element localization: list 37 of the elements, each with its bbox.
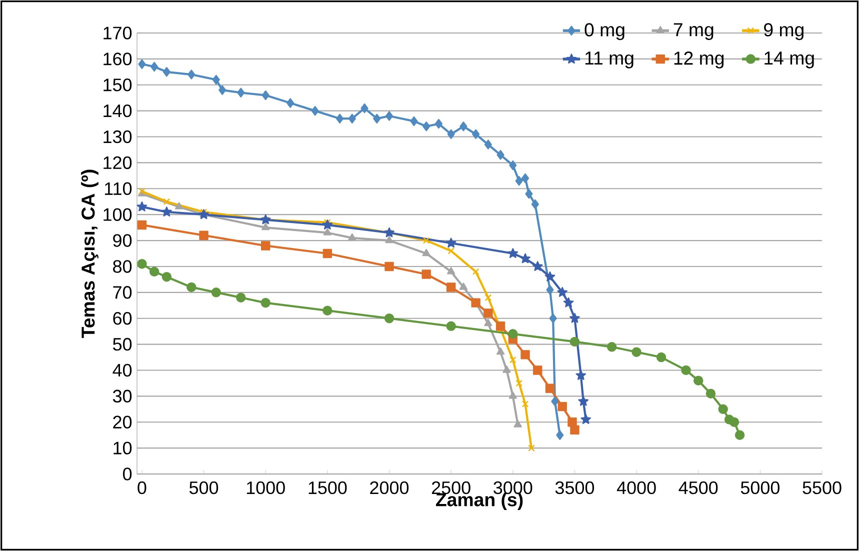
x-tick-label: 3000 [494,481,532,494]
y-tick-label: 30 [112,390,132,403]
y-tick-label: 80 [113,260,132,273]
y-tick-label: 0 [122,468,132,480]
y-tick-label: 10 [114,442,132,454]
legend-label: 14 mg [764,52,814,68]
y-tick-label: 100 [104,208,132,221]
legend-label: 12 mg [674,52,724,68]
x-tick-label: 4500 [678,481,718,494]
x-tick-label: 3500 [555,481,594,494]
y-tick-label: 150 [104,78,132,92]
y-tick-label: 90 [113,234,132,247]
x-tick-label: 1000 [246,481,285,494]
legend-label: 11 mg [585,52,634,68]
y-tick-label: 70 [113,286,132,299]
legend-label: 9 mg [764,23,804,40]
x-tick-label: 5000 [740,481,780,494]
y-tick-label: 40 [112,364,132,377]
x-tick-label: 5500 [802,481,842,494]
legend-label: 0 mg [584,23,624,40]
x-tick-label: 2500 [432,481,470,494]
y-tick-label: 20 [113,416,132,428]
legend-label: 7 mg [674,23,714,40]
y-axis-title: Temas Açısı, CA (º) [81,170,98,338]
y-tick-label: 110 [104,182,132,196]
y-tick-label: 120 [104,156,132,170]
y-tick-label: 60 [113,312,132,325]
x-tick-label: 2000 [370,481,409,494]
y-tick-label: 170 [104,26,132,40]
x-tick-label: 500 [189,481,218,494]
x-tick-label: 1500 [308,481,347,494]
x-tick-label: 0 [138,481,146,494]
x-tick-label: 4000 [616,481,656,494]
y-tick-label: 130 [104,130,132,144]
y-tick-label: 160 [104,52,132,66]
y-tick-label: 140 [104,104,132,118]
y-tick-label: 50 [112,338,132,351]
